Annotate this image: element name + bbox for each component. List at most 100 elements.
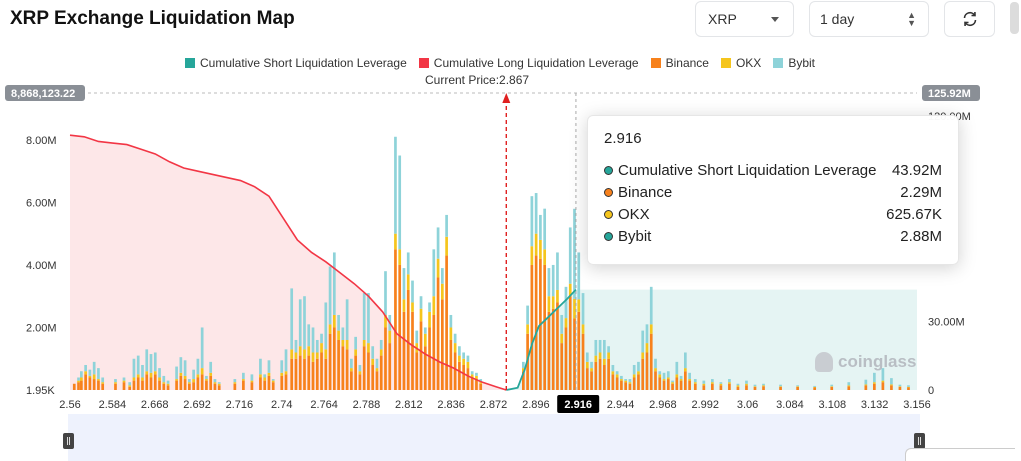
bar-binance (209, 375, 213, 390)
bar-binance (398, 264, 402, 390)
bar-bybit (290, 288, 294, 350)
navigator-handle-left[interactable] (63, 433, 74, 449)
bar-okx (530, 246, 534, 265)
bar-binance (654, 371, 657, 390)
bar-binance (585, 368, 589, 390)
tooltip-row-value: 2.29M (900, 183, 942, 201)
bar-binance (620, 380, 623, 390)
bar-bybit (479, 379, 483, 383)
bar-bybit (324, 302, 328, 350)
bar-bybit (607, 346, 610, 353)
bar-binance (72, 383, 76, 390)
page-scrollbar[interactable] (1008, 0, 1021, 461)
bar-okx (320, 343, 323, 353)
bar-bybit (453, 333, 457, 344)
bar-okx (209, 372, 213, 376)
bar-bybit (573, 208, 576, 299)
bar-okx (423, 333, 427, 347)
legend-item-bybit[interactable]: Bybit (773, 56, 815, 70)
bar-binance (84, 374, 87, 390)
bar-binance (666, 379, 670, 390)
scrollbar-thumb[interactable] (1010, 2, 1019, 34)
bar-okx (573, 298, 576, 319)
bar-bybit (233, 379, 237, 383)
bar-okx (114, 382, 117, 384)
bar-binance (594, 361, 598, 390)
bar-okx (645, 343, 649, 353)
bar-okx (702, 383, 706, 386)
bar-binance (233, 383, 237, 390)
bar-bybit (711, 379, 714, 383)
liquidation-chart[interactable]: 1.95K 2.00M 4.00M 6.00M 8.00M 8,868,123.22 0 30… (0, 80, 1005, 415)
bar-bybit (358, 364, 362, 372)
bar-binance (530, 264, 534, 390)
bar-okx (470, 374, 474, 378)
bar-okx (602, 358, 606, 365)
coin-select[interactable]: XRP (695, 1, 794, 37)
bar-okx (242, 379, 245, 381)
bar-bybit (384, 271, 387, 315)
bar-okx (92, 374, 96, 380)
bar-okx (354, 349, 357, 356)
bar-okx (263, 377, 267, 381)
bar-binance (250, 382, 254, 390)
legend-item-long[interactable]: Cumulative Long Liquidation Leverage (418, 56, 639, 70)
bar-okx (166, 383, 170, 386)
bar-binance (358, 374, 362, 390)
bar-okx (779, 386, 782, 387)
bar-binance (693, 383, 697, 390)
bar-binance (77, 382, 80, 390)
bar-bybit (466, 355, 470, 362)
bar-bybit (658, 371, 662, 375)
bar-binance (864, 385, 868, 390)
refresh-button[interactable] (944, 1, 995, 37)
bar-okx (453, 343, 457, 353)
navigator-handle-right[interactable] (914, 433, 925, 449)
bar-okx (632, 374, 636, 378)
bar-binance (556, 302, 559, 390)
bar-binance (200, 374, 204, 390)
bar-bybit (402, 268, 406, 300)
x-axis-tick: 2.836 (437, 399, 465, 411)
bar-okx (693, 382, 697, 384)
bar-okx (411, 302, 414, 312)
bar-bybit (890, 378, 893, 385)
bar-bybit (350, 358, 353, 369)
tooltip-row-value: 625.67K (886, 205, 942, 223)
bar-okx (624, 380, 628, 383)
legend-label-short: Cumulative Short Liquidation Leverage (199, 56, 407, 70)
bar-binance (158, 380, 161, 390)
bar-binance (97, 380, 100, 390)
bar-okx (311, 352, 315, 362)
chart-tooltip: 2.916 Cumulative Short Liquidation Lever… (587, 115, 959, 265)
bar-bybit (702, 380, 706, 384)
bar-okx (388, 330, 392, 344)
bar-binance (543, 264, 547, 390)
bar-binance (711, 383, 714, 390)
legend-item-short[interactable]: Cumulative Short Liquidation Leverage (184, 56, 407, 70)
bar-bybit (162, 375, 166, 383)
bar-binance (547, 311, 551, 390)
bar-binance (611, 374, 615, 390)
bar-binance (688, 380, 691, 390)
bar-bybit (175, 366, 178, 380)
legend-item-binance[interactable]: Binance (650, 56, 709, 70)
range-select[interactable]: 1 day ▲ ▼ (809, 1, 929, 37)
range-navigator[interactable] (68, 414, 920, 461)
bar-bybit (551, 264, 555, 297)
bar-binance (217, 385, 221, 390)
bar-binance (534, 255, 538, 390)
bar-binance (183, 379, 187, 390)
bar-binance (384, 327, 387, 390)
bar-okx (179, 372, 183, 376)
bar-binance (315, 358, 319, 390)
bar-binance (341, 346, 345, 390)
bar-binance (307, 355, 311, 390)
bar-binance (645, 352, 649, 390)
bar-binance (80, 380, 83, 390)
short-cumulative-area (506, 289, 917, 390)
bar-bybit (114, 379, 117, 383)
bar-bybit (294, 339, 298, 353)
bar-bybit (649, 286, 653, 325)
legend-item-okx[interactable]: OKX (720, 56, 761, 70)
